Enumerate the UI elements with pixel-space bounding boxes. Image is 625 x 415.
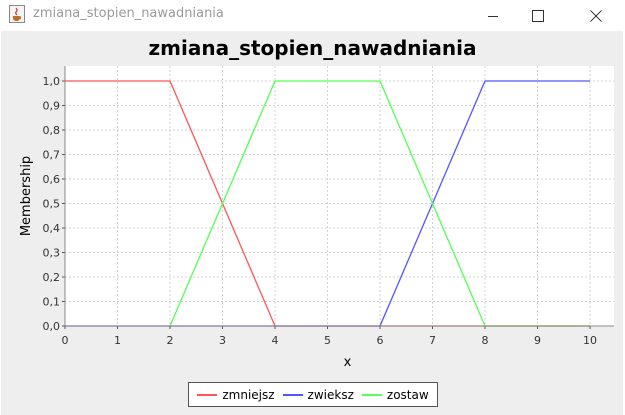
legend-label: zostaw <box>386 387 429 402</box>
tick-labels: 0,0 0,1 0,2 0,3 0,4 0,5 0,6 0,7 0,8 0,9 1,0 0 1 2 3 4 5 6… <box>43 75 598 347</box>
legend-item-zmniejsz: zmniejsz <box>197 387 275 402</box>
y-tick-label: 1,0 <box>43 75 61 88</box>
chart-legend: zmniejsz zwieksz zostaw <box>188 382 438 407</box>
y-tick-label: 0,2 <box>43 271 61 284</box>
window-title: zmiana_stopien_nawadniania <box>33 6 224 21</box>
x-axis-label: x <box>344 355 352 370</box>
y-tick-label: 0,7 <box>43 149 61 162</box>
plot-area <box>65 66 614 326</box>
x-tick-label: 4 <box>272 334 279 347</box>
java-cup-icon <box>9 5 25 23</box>
x-tick-label: 0 <box>62 334 69 347</box>
minimize-button[interactable] <box>470 0 516 31</box>
legend-swatch <box>361 393 382 396</box>
y-tick-label: 0,3 <box>43 247 61 260</box>
close-button[interactable] <box>573 0 619 31</box>
x-tick-label: 9 <box>534 334 541 347</box>
y-tick-label: 0,8 <box>43 124 61 137</box>
y-tick-label: 0,0 <box>43 320 61 333</box>
axes <box>62 66 614 329</box>
y-tick-label: 0,1 <box>43 296 61 309</box>
x-tick-label: 6 <box>377 334 384 347</box>
x-tick-label: 3 <box>219 334 226 347</box>
legend-label: zmniejsz <box>222 387 275 402</box>
close-icon <box>590 9 602 22</box>
legend-swatch <box>282 393 303 396</box>
legend-swatch <box>197 393 218 396</box>
x-tick-label: 7 <box>429 334 436 347</box>
x-tick-label: 8 <box>482 334 489 347</box>
y-tick-label: 0,5 <box>43 198 61 211</box>
minimize-icon <box>488 15 498 17</box>
window-titlebar: zmiana_stopien_nawadniania <box>0 0 625 31</box>
legend-item-zwieksz: zwieksz <box>282 387 354 402</box>
x-tick-label: 5 <box>324 334 331 347</box>
maximize-button[interactable] <box>515 0 561 31</box>
x-tick-label: 2 <box>167 334 174 347</box>
legend-label: zwieksz <box>307 387 354 402</box>
y-tick-label: 0,6 <box>43 173 61 186</box>
x-tick-label: 10 <box>583 334 597 347</box>
chart-title: zmiana_stopien_nawadniania <box>148 36 477 60</box>
maximize-icon <box>532 9 544 22</box>
y-tick-label: 0,4 <box>43 222 61 235</box>
y-axis-label: Membership <box>19 156 34 236</box>
x-tick-label: 1 <box>114 334 121 347</box>
y-tick-label: 0,9 <box>43 100 61 113</box>
legend-item-zostaw: zostaw <box>361 387 429 402</box>
